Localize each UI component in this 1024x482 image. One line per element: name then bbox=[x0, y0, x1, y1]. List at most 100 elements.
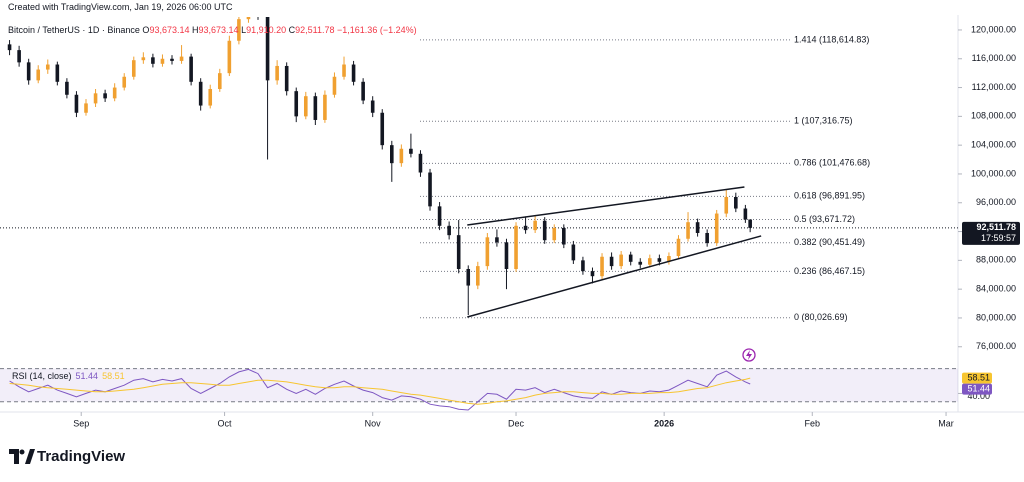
candle-body bbox=[93, 93, 98, 104]
ohlc-value: 92,511.78 bbox=[295, 25, 335, 35]
candle-body bbox=[160, 58, 165, 64]
candle-body bbox=[504, 242, 509, 269]
fib-label: 0.786 (101,476.68) bbox=[794, 158, 870, 168]
candle-body bbox=[695, 222, 700, 233]
y-tick-label: 116,000.00 bbox=[972, 53, 1016, 63]
candle-body bbox=[179, 56, 184, 61]
candle-body bbox=[686, 222, 690, 239]
y-tick-label: 88,000.00 bbox=[976, 255, 1016, 265]
x-tick-label: Oct bbox=[218, 418, 233, 428]
candle-body bbox=[170, 58, 174, 61]
x-tick-label: Sep bbox=[73, 418, 89, 428]
brand: TradingView bbox=[37, 448, 125, 465]
candle-body bbox=[428, 172, 432, 207]
candle-body bbox=[714, 213, 719, 244]
fib-label: 1 (107,316.75) bbox=[794, 116, 853, 126]
candle-body bbox=[189, 56, 193, 82]
candle-body bbox=[112, 87, 117, 99]
candle-body bbox=[17, 50, 21, 63]
logo bbox=[9, 449, 35, 464]
symbol-legend: Bitcoin / TetherUS · 1D · Binance O 93,67… bbox=[8, 25, 417, 35]
rsi-legend-item: 51.44 bbox=[76, 371, 99, 381]
candle-body bbox=[198, 81, 203, 106]
candle-body bbox=[628, 254, 633, 262]
candle-body bbox=[380, 112, 385, 146]
candle-body bbox=[609, 256, 614, 267]
candle-body bbox=[246, 17, 251, 20]
candle-body bbox=[65, 81, 69, 95]
ohlc-value: 91,910.20 bbox=[246, 25, 287, 35]
candle-body bbox=[342, 64, 346, 77]
candle-body bbox=[667, 256, 671, 262]
last-price-badge bbox=[962, 221, 1020, 245]
candle-body bbox=[743, 208, 748, 220]
candle-body bbox=[447, 225, 451, 236]
last-price-label: 92,511.78 bbox=[976, 222, 1016, 232]
ohlc-key: L bbox=[241, 25, 247, 35]
candle-body bbox=[141, 57, 146, 61]
axes: 76,000.0080,000.0084,000.0088,000.0092,0… bbox=[73, 24, 1020, 428]
ohlc-key: C bbox=[288, 25, 296, 35]
candle-body bbox=[294, 91, 299, 117]
candle-body bbox=[122, 76, 127, 88]
candle-body bbox=[361, 81, 365, 101]
rsi-badge bbox=[962, 383, 992, 395]
candle-body bbox=[476, 266, 480, 286]
candle-body bbox=[562, 227, 566, 245]
fib-label: 0.618 (96,891.95) bbox=[794, 191, 865, 201]
candle-body bbox=[26, 62, 31, 81]
ohlc-value: 93,673.14 bbox=[198, 25, 239, 35]
candle-body bbox=[657, 258, 662, 262]
candle-body bbox=[131, 60, 136, 77]
candle-body bbox=[734, 196, 738, 209]
candle-body bbox=[217, 73, 222, 89]
x-tick-label: Nov bbox=[365, 418, 382, 428]
fib-label: 1.414 (118,614.83) bbox=[794, 34, 869, 44]
rsi-band bbox=[0, 368, 958, 402]
candle-body bbox=[256, 3, 260, 16]
rsi-tick-label: 40.00 bbox=[967, 391, 990, 401]
candle-body bbox=[390, 145, 394, 164]
candle-body bbox=[409, 148, 413, 154]
x-tick-label: Feb bbox=[805, 418, 821, 428]
candle-body bbox=[237, 19, 241, 41]
change: −1,161.36 (−1.24%) bbox=[337, 25, 417, 35]
candle-body bbox=[399, 148, 404, 164]
candle-body bbox=[284, 65, 289, 92]
trendline bbox=[467, 186, 745, 226]
candle-body bbox=[456, 235, 461, 269]
candle-body bbox=[676, 238, 681, 257]
rsi-badge bbox=[962, 372, 992, 384]
trendline bbox=[467, 235, 762, 318]
candle-body bbox=[323, 94, 327, 120]
candle-body bbox=[466, 268, 471, 286]
y-tick-label: 100,000.00 bbox=[971, 168, 1016, 178]
symbol-title: Bitcoin / TetherUS · 1D · Binance bbox=[8, 25, 140, 35]
candle-body bbox=[514, 225, 518, 269]
fib-label: 0.236 (86,467.15) bbox=[794, 266, 865, 276]
ohlc-key: H bbox=[192, 25, 199, 35]
ohlc-key: O bbox=[142, 25, 150, 35]
candle-body bbox=[523, 225, 528, 231]
y-tick-label: 108,000.00 bbox=[971, 111, 1016, 121]
created-note: Created with TradingView.com, Jan 19, 20… bbox=[8, 2, 233, 12]
candle-body bbox=[552, 227, 557, 241]
candle-body bbox=[418, 153, 423, 173]
countdown: 17:59:57 bbox=[981, 233, 1016, 243]
x-tick-label: 2026 bbox=[654, 418, 674, 428]
y-tick-label: 84,000.00 bbox=[976, 284, 1016, 294]
candle-body bbox=[275, 65, 279, 81]
fib-label: 0 (80,026.69) bbox=[794, 312, 848, 322]
candle-body bbox=[533, 220, 537, 231]
candle-body bbox=[648, 258, 652, 265]
candle-body bbox=[724, 196, 729, 214]
price-panel: 1.414 (118,614.83) 1 (107,316.75) 0.786 (1… bbox=[0, 3, 958, 322]
y-tick-label: 76,000.00 bbox=[976, 341, 1016, 351]
candle-body bbox=[45, 64, 50, 70]
rsi-badge-label: 51.44 bbox=[967, 384, 990, 394]
alert-icon bbox=[742, 348, 756, 362]
candle-body bbox=[638, 261, 643, 265]
candle-body bbox=[581, 260, 585, 272]
candle-body bbox=[437, 206, 442, 226]
